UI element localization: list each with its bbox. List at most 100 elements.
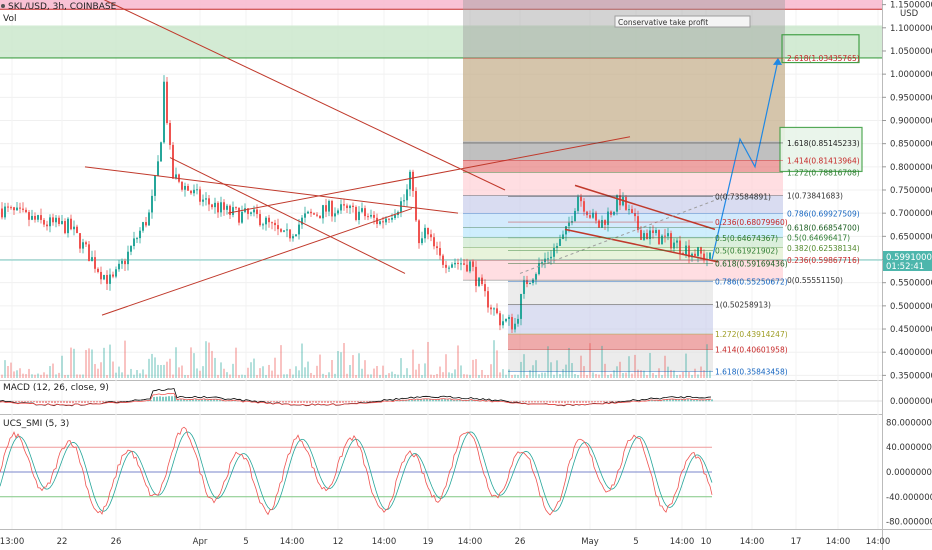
time-tick-label: 14:00 bbox=[372, 537, 397, 547]
macd-histogram-bar bbox=[651, 399, 653, 402]
volume-bar bbox=[559, 374, 561, 378]
macd-histogram-bar bbox=[711, 399, 713, 402]
top-band bbox=[0, 0, 882, 10]
macd-histogram-bar bbox=[426, 399, 428, 402]
macd-histogram-bar bbox=[150, 400, 152, 402]
volume-bar bbox=[157, 364, 159, 378]
macd-histogram-bar bbox=[360, 401, 362, 402]
macd-histogram-bar bbox=[213, 399, 215, 402]
candle-body bbox=[523, 280, 525, 294]
time-tick-label: 26 bbox=[111, 537, 122, 547]
volume-bar bbox=[409, 374, 411, 378]
macd-pane[interactable] bbox=[0, 381, 882, 414]
macd-histogram-bar bbox=[66, 401, 68, 404]
volume-bar bbox=[598, 374, 600, 378]
macd-histogram-bar bbox=[369, 401, 371, 402]
fib-level-label: 0.236(0.68079960) bbox=[715, 218, 788, 227]
volume-bar bbox=[652, 372, 654, 378]
macd-histogram-bar bbox=[45, 401, 47, 404]
volume-bar bbox=[574, 374, 576, 378]
volume-bar bbox=[664, 355, 666, 378]
macd-histogram-bar bbox=[171, 396, 173, 402]
symbol-title[interactable]: SKL/USD, 3h, COINBASE bbox=[8, 2, 117, 12]
macd-histogram-bar bbox=[540, 401, 542, 403]
candle-body bbox=[538, 263, 540, 275]
candle-body bbox=[583, 201, 585, 212]
candle-body bbox=[241, 211, 243, 223]
candle-body bbox=[472, 261, 474, 267]
candle-body bbox=[337, 210, 339, 214]
macd-histogram-bar bbox=[351, 401, 353, 403]
candle-body bbox=[481, 277, 483, 285]
volume-bar bbox=[283, 374, 285, 378]
volume-bar bbox=[67, 374, 69, 378]
fib-level-label: 1.414(0.40601958) bbox=[715, 345, 788, 354]
volume-bar bbox=[577, 374, 579, 378]
macd-histogram-bar bbox=[33, 401, 35, 403]
volume-bar bbox=[667, 366, 669, 378]
macd-label[interactable]: MACD (12, 26, close, 9) bbox=[3, 383, 109, 393]
candle-body bbox=[106, 274, 108, 284]
volume-bar bbox=[250, 362, 252, 378]
time-tick-label: 14:00 bbox=[280, 537, 305, 547]
price-tag-countdown: 01:52:41 bbox=[886, 262, 924, 272]
candle-body bbox=[664, 235, 666, 237]
note-box[interactable] bbox=[614, 15, 751, 28]
macd-histogram-bar bbox=[42, 401, 44, 403]
candle-body bbox=[469, 261, 471, 272]
volume-bar bbox=[439, 366, 441, 378]
candle-body bbox=[511, 317, 513, 330]
fib-level-label: 1(0.50258913) bbox=[715, 301, 771, 310]
candle-body bbox=[61, 221, 63, 224]
candle-body bbox=[514, 323, 516, 330]
macd-histogram-bar bbox=[279, 401, 281, 402]
smi-tick-label: 40.00000000 bbox=[886, 443, 932, 453]
volume-bar bbox=[385, 374, 387, 378]
macd-histogram-bar bbox=[456, 399, 458, 402]
volume-bar bbox=[166, 361, 168, 378]
price-tick-label: 0.65000000 bbox=[890, 232, 932, 242]
volume-bar bbox=[451, 373, 453, 378]
time-tick-label: May bbox=[581, 537, 599, 547]
macd-histogram-bar bbox=[27, 401, 29, 403]
volume-bar bbox=[7, 365, 9, 378]
macd-histogram-bar bbox=[447, 399, 449, 402]
candle-body bbox=[193, 189, 195, 194]
macd-histogram-bar bbox=[81, 401, 83, 404]
macd-histogram-bar bbox=[123, 401, 125, 402]
macd-histogram-bar bbox=[558, 401, 560, 404]
macd-histogram-bar bbox=[324, 401, 326, 403]
smi-label[interactable]: UCS_SMI (5, 3) bbox=[3, 419, 69, 429]
candle-body bbox=[184, 185, 186, 190]
volume-bar bbox=[403, 374, 405, 378]
candle-body bbox=[439, 248, 441, 256]
macd-histogram-bar bbox=[111, 401, 113, 402]
candle-body bbox=[478, 277, 480, 286]
volume-bar bbox=[538, 374, 540, 378]
tp-box bbox=[779, 126, 863, 173]
candle-body bbox=[352, 205, 354, 207]
volume-bar bbox=[514, 374, 516, 378]
fib-level-label: 0.786(0.55250672) bbox=[715, 278, 788, 287]
candle-body bbox=[550, 256, 552, 259]
time-tick-label: Apr bbox=[193, 537, 208, 547]
macd-histogram-bar bbox=[441, 399, 443, 402]
volume-bar bbox=[199, 370, 201, 378]
volume-bar bbox=[568, 347, 570, 378]
candle-body bbox=[247, 208, 249, 214]
volume-bar bbox=[490, 364, 492, 378]
macd-histogram-bar bbox=[195, 399, 197, 402]
candle-body bbox=[460, 263, 462, 265]
candle-body bbox=[22, 208, 24, 210]
candle-body bbox=[52, 217, 54, 223]
macd-histogram-bar bbox=[438, 399, 440, 402]
candle-body bbox=[412, 171, 414, 192]
volume-bar bbox=[583, 366, 585, 378]
volume-bar bbox=[550, 362, 552, 378]
macd-histogram-bar bbox=[564, 401, 566, 404]
macd-histogram-bar bbox=[288, 401, 290, 403]
volume-bar bbox=[421, 374, 423, 378]
volume-bar bbox=[373, 368, 375, 378]
volume-bar bbox=[562, 369, 564, 378]
